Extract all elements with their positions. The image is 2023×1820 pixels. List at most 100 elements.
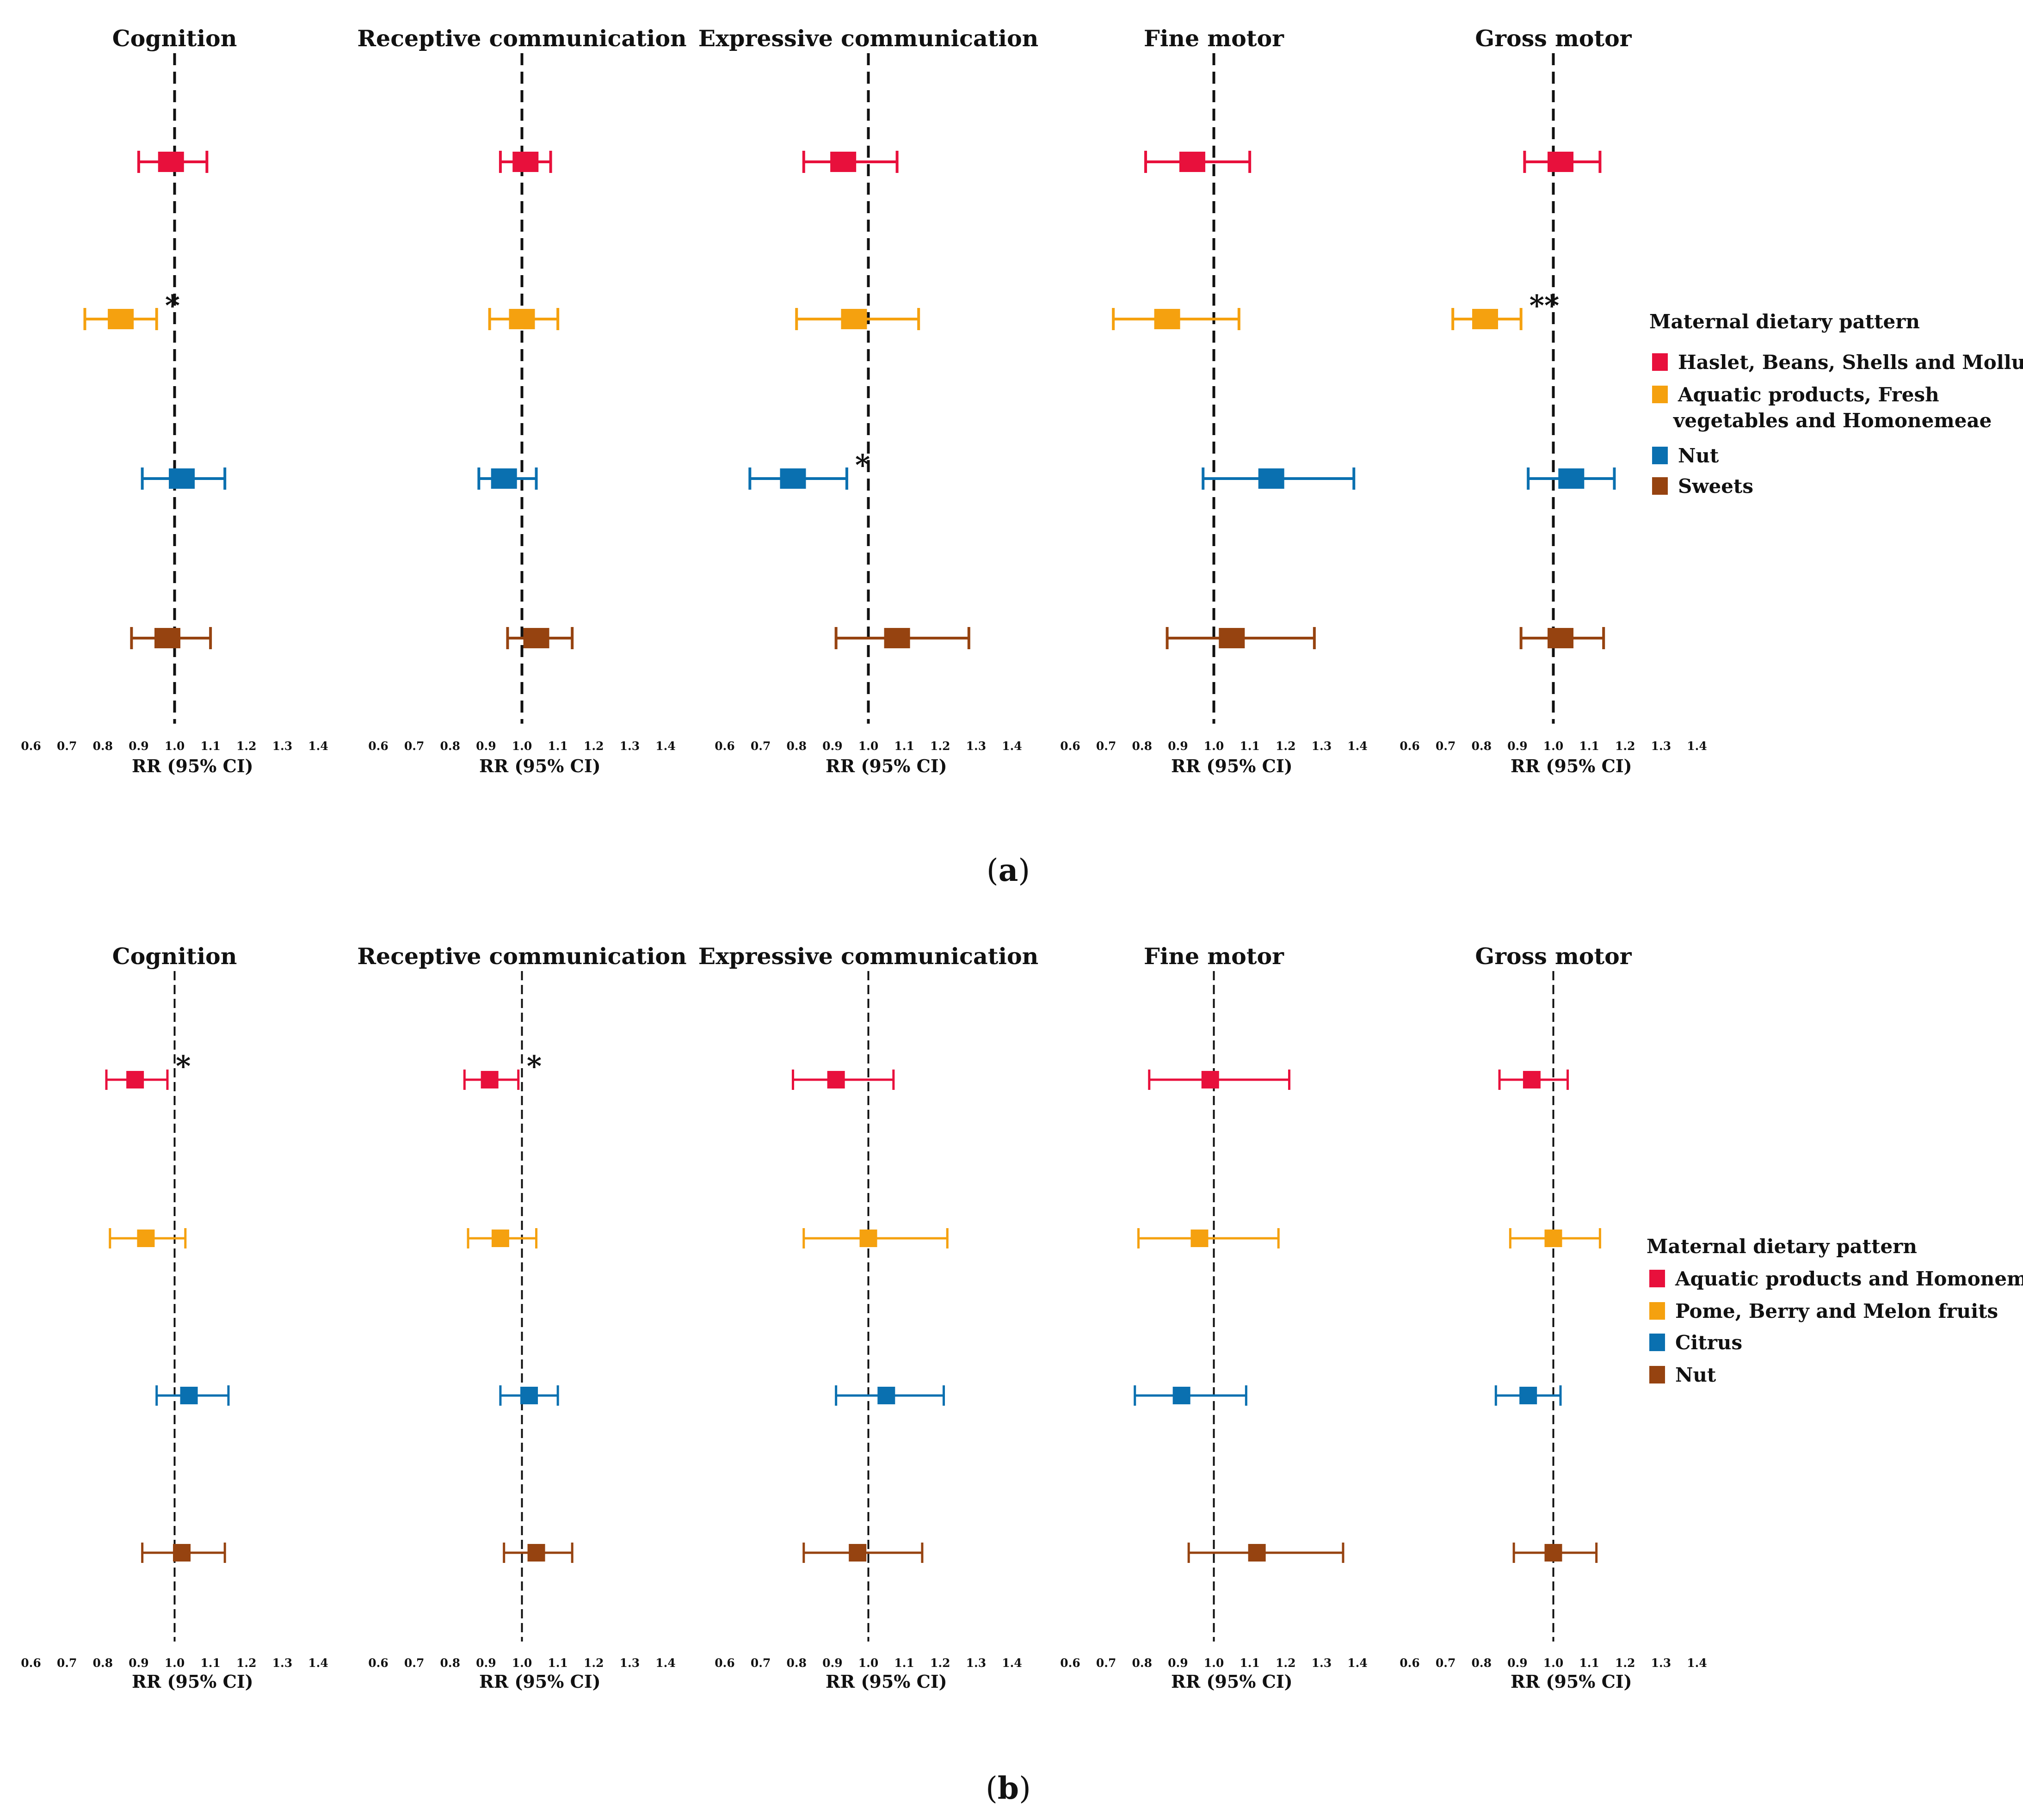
point-estimate-marker bbox=[849, 1544, 867, 1562]
estimate-row bbox=[1112, 308, 1240, 330]
x-tick-label: 1.0 bbox=[512, 1656, 532, 1670]
point-estimate-marker bbox=[1154, 309, 1180, 329]
x-tick-label: 0.7 bbox=[1436, 739, 1456, 753]
significance-marker: ** bbox=[1530, 289, 1560, 322]
point-estimate-marker bbox=[523, 628, 549, 648]
legend-title: Maternal dietary pattern bbox=[1647, 1235, 1917, 1258]
point-estimate-marker bbox=[481, 1071, 499, 1088]
legend-item: Aquatic products and Homonemeae bbox=[1649, 1267, 2023, 1290]
estimate-row bbox=[499, 1385, 559, 1406]
x-tick-label: 1.1 bbox=[1240, 1656, 1260, 1670]
estimate-row: * bbox=[748, 448, 870, 490]
legend-swatch bbox=[1649, 1334, 1665, 1351]
legend-swatch bbox=[1652, 477, 1668, 495]
panel-b-4: Fine motor 0.6 0.7 0.8 0.9 1.0 1.1 1.2 1.3 1.4 RR … bbox=[1060, 943, 1368, 1692]
estimate-row: * bbox=[105, 1049, 191, 1090]
x-tick-label: 0.6 bbox=[1400, 1656, 1420, 1670]
estimate-row bbox=[1519, 627, 1605, 649]
point-estimate-marker bbox=[1558, 468, 1585, 489]
legend-swatch bbox=[1649, 1366, 1665, 1383]
significance-marker: * bbox=[165, 289, 180, 322]
x-tick-label: 1.1 bbox=[894, 1656, 914, 1670]
x-tick-label: 1.2 bbox=[930, 1656, 950, 1670]
x-axis-label: RR (95% CI) bbox=[132, 1671, 253, 1692]
x-tick-label: 0.7 bbox=[1096, 739, 1116, 753]
panel-a-5: Gross motor ** 0.6 0.7 0.8 0.9 1.0 1.1 1.2 1.3 1.4… bbox=[1400, 25, 1707, 776]
x-tick-label: 0.8 bbox=[1472, 1656, 1492, 1670]
x-tick-label: 0.8 bbox=[440, 1656, 461, 1670]
panel-title: Gross motor bbox=[1475, 943, 1632, 970]
point-estimate-marker bbox=[126, 1071, 144, 1088]
x-tick-label: 0.7 bbox=[751, 1656, 771, 1670]
x-tick-label: 1.3 bbox=[966, 739, 987, 753]
legend-label: Haslet, Beans, Shells and Molluscs bbox=[1678, 351, 2023, 374]
point-estimate-marker bbox=[520, 1387, 538, 1404]
x-tick-label: 0.8 bbox=[1132, 739, 1153, 753]
x-tick-label: 1.2 bbox=[1276, 739, 1296, 753]
estimate-row bbox=[1166, 627, 1316, 649]
x-axis-label: RR (95% CI) bbox=[479, 756, 601, 776]
x-tick-label: 1.1 bbox=[548, 739, 568, 753]
point-estimate-marker bbox=[1179, 152, 1205, 172]
point-estimate-marker bbox=[137, 1230, 155, 1247]
x-tick-label: 1.4 bbox=[1347, 739, 1368, 753]
x-tick-label: 0.6 bbox=[1400, 739, 1420, 753]
estimate-row bbox=[1498, 1070, 1569, 1090]
estimate-row bbox=[141, 1543, 226, 1563]
estimate-row bbox=[1523, 151, 1602, 173]
point-estimate-marker bbox=[512, 152, 539, 172]
point-estimate-marker bbox=[830, 152, 857, 172]
legend-label: Nut bbox=[1675, 1364, 1716, 1386]
x-tick-label: 0.8 bbox=[787, 1656, 807, 1670]
x-tick-label: 1.4 bbox=[655, 739, 676, 753]
point-estimate-marker bbox=[1519, 1387, 1537, 1404]
point-estimate-marker bbox=[509, 309, 535, 329]
panel-b-3: Expressive communication 0.6 0.7 0.8 0.9 1.0 1… bbox=[698, 943, 1039, 1692]
x-axis-ticks: 0.6 0.7 0.8 0.9 1.0 1.1 1.2 1.3 1.4 bbox=[368, 1656, 676, 1670]
x-tick-label: 1.4 bbox=[1002, 1656, 1022, 1670]
x-tick-label: 0.7 bbox=[404, 1656, 425, 1670]
x-tick-label: 1.4 bbox=[1687, 739, 1707, 753]
legend-label: Nut bbox=[1678, 444, 1719, 467]
estimate-row bbox=[477, 467, 538, 490]
panel-a-1: Cognition * 0.6 0.7 0.8 0.9 1.0 1.1 1.2 1.3 1.4 RR … bbox=[21, 25, 328, 776]
x-tick-label: 0.9 bbox=[129, 739, 149, 753]
x-axis-ticks: 0.6 0.7 0.8 0.9 1.0 1.1 1.2 1.3 1.4 bbox=[715, 1656, 1022, 1670]
x-tick-label: 1.0 bbox=[858, 1656, 879, 1670]
panel-b-5: Gross motor 0.6 0.7 0.8 0.9 1.0 1.1 1.2 1.3 1.4 RR… bbox=[1400, 943, 1707, 1692]
x-tick-label: 0.6 bbox=[1060, 1656, 1080, 1670]
x-tick-label: 0.7 bbox=[57, 739, 77, 753]
x-tick-label: 1.3 bbox=[1651, 1656, 1671, 1670]
point-estimate-marker bbox=[1548, 628, 1574, 648]
estimate-row bbox=[1134, 1385, 1247, 1406]
point-estimate-marker bbox=[527, 1544, 545, 1562]
point-estimate-marker bbox=[877, 1387, 895, 1404]
legend-label: Citrus bbox=[1675, 1331, 1742, 1354]
x-axis-label: RR (95% CI) bbox=[826, 756, 947, 776]
x-tick-label: 1.4 bbox=[1687, 1656, 1707, 1670]
x-tick-label: 0.6 bbox=[715, 1656, 735, 1670]
x-axis-label: RR (95% CI) bbox=[132, 756, 253, 776]
x-tick-label: 1.4 bbox=[655, 1656, 676, 1670]
x-tick-label: 0.6 bbox=[21, 1656, 41, 1670]
point-estimate-marker bbox=[491, 468, 517, 489]
estimate-row bbox=[1509, 1228, 1601, 1248]
point-estimate-marker bbox=[108, 309, 134, 329]
legend-swatch bbox=[1649, 1270, 1665, 1287]
x-tick-label: 0.6 bbox=[21, 739, 41, 753]
x-axis-label: RR (95% CI) bbox=[1171, 1671, 1293, 1692]
x-tick-label: 0.6 bbox=[368, 739, 389, 753]
figure-panel-label: (a) bbox=[987, 852, 1030, 888]
legend-swatch bbox=[1652, 386, 1668, 403]
x-tick-label: 1.1 bbox=[894, 739, 914, 753]
estimate-row: * bbox=[463, 1049, 542, 1090]
legend-label: Sweets bbox=[1678, 475, 1753, 498]
x-axis-ticks: 0.6 0.7 0.8 0.9 1.0 1.1 1.2 1.3 1.4 bbox=[21, 739, 328, 753]
panel-title: Fine motor bbox=[1144, 943, 1284, 970]
point-estimate-marker bbox=[1172, 1387, 1190, 1404]
estimate-row: ** bbox=[1451, 289, 1560, 330]
x-tick-label: 1.0 bbox=[1204, 1656, 1224, 1670]
significance-marker: * bbox=[176, 1049, 191, 1083]
point-estimate-marker bbox=[1201, 1071, 1219, 1088]
